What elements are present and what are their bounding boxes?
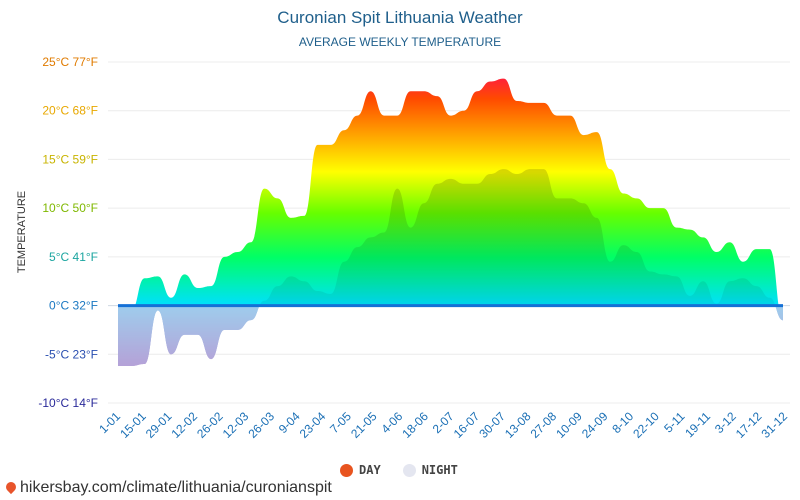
chart-subtitle: AVERAGE WEEKLY TEMPERATURE	[298, 35, 502, 49]
y-tick-label: 10°C 50°F	[42, 201, 98, 215]
chart-title: Curonian Spit Lithuania Weather	[277, 8, 523, 27]
x-tick-label: 29-01	[143, 409, 175, 441]
source-text: hikersbay.com/climate/lithuania/curonian…	[20, 479, 332, 496]
x-tick-label: 18-06	[399, 409, 431, 441]
x-tick-label: 10-09	[553, 409, 585, 441]
x-tick-label: 12-03	[220, 409, 252, 441]
x-tick-label: 17-12	[733, 409, 765, 441]
x-tick-label: 13-08	[502, 409, 534, 441]
night-area	[118, 169, 783, 306]
y-axis-tick-labels: 25°C 77°F 20°C 68°F 15°C 59°F 10°C 50°F 5°C …	[38, 55, 98, 410]
y-tick-label: 15°C 59°F	[42, 152, 98, 166]
source-link[interactable]: hikersbay.com/climate/lithuania/curonian…	[3, 479, 332, 497]
legend-night-label: NIGHT	[421, 463, 458, 477]
y-tick-label: 5°C 41°F	[49, 250, 98, 264]
y-tick-label: -10°C 14°F	[38, 396, 98, 410]
y-axis-label: TEMPERATURE	[16, 191, 28, 273]
location-pin-icon	[3, 479, 19, 495]
y-tick-label: -5°C 23°F	[45, 347, 98, 361]
day-dot-icon	[340, 463, 353, 477]
x-tick-label: 23-04	[297, 409, 329, 441]
x-tick-label: 24-09	[579, 409, 611, 441]
x-tick-label: 26-02	[194, 409, 226, 441]
y-tick-label: 25°C 77°F	[42, 55, 98, 69]
x-tick-label: 22-10	[630, 409, 662, 441]
night-dot-icon	[402, 463, 416, 477]
x-tick-label: 21-05	[348, 409, 380, 441]
legend-day-label: DAY	[359, 463, 381, 477]
legend-item-night[interactable]: NIGHT	[402, 463, 458, 477]
x-tick-label: 31-12	[759, 409, 791, 441]
y-tick-label: 20°C 68°F	[42, 104, 98, 118]
x-tick-label: 30-07	[476, 409, 508, 441]
x-tick-label: 19-11	[682, 409, 713, 440]
x-tick-label: 15-01	[117, 409, 149, 441]
x-tick-label: 27-08	[528, 409, 560, 441]
y-tick-label: 0°C 32°F	[49, 299, 98, 313]
area-series	[118, 78, 783, 366]
x-tick-label: 16-07	[451, 409, 483, 441]
x-axis-tick-labels: 1-0115-0129-0112-0226-0212-0326-039-0423…	[96, 409, 790, 441]
x-tick-label: 26-03	[245, 409, 277, 441]
x-tick-label: 12-02	[168, 409, 200, 441]
legend: DAY NIGHT	[340, 463, 480, 477]
night-area-highlight	[118, 305, 783, 366]
legend-item-day[interactable]: DAY	[340, 463, 381, 477]
